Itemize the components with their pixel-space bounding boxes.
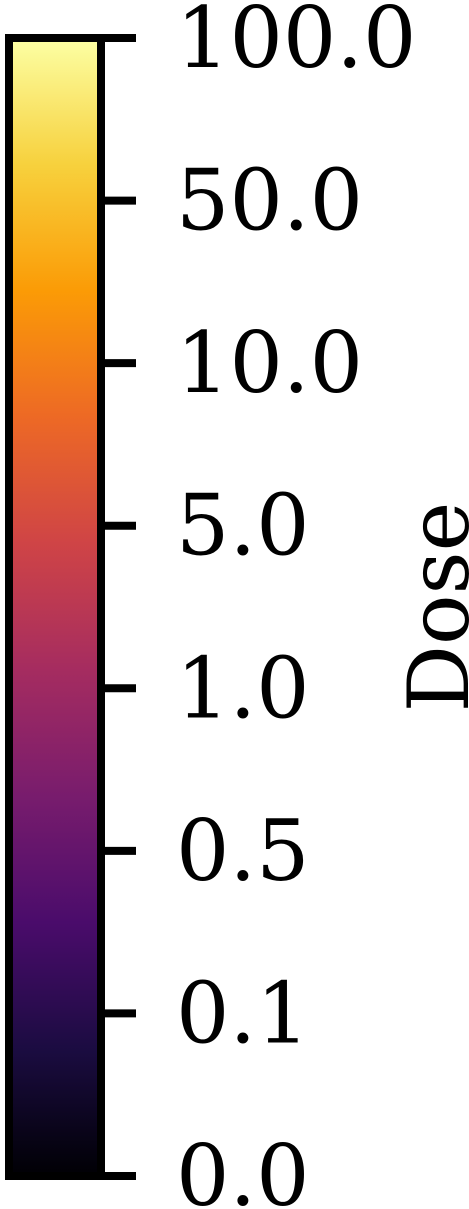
colorbar-gradient: [9, 38, 101, 1176]
tick-label: 0.5: [176, 802, 310, 900]
tick-label: 50.0: [176, 152, 363, 250]
colorbar-label: Dose: [390, 502, 469, 713]
colorbar-frame: [5, 34, 105, 1180]
tick-label: 0.0: [176, 1127, 310, 1209]
tick-label: 100.0: [176, 0, 416, 87]
tick-label: 10.0: [176, 314, 363, 412]
tick-label: 1.0: [176, 639, 310, 737]
tick-label: 5.0: [176, 477, 310, 575]
tick-label: 0.1: [176, 964, 310, 1062]
tick-group: 0.0 0.1 0.5 1.0 5.0 10.0 50.0 100.0: [101, 0, 416, 1209]
